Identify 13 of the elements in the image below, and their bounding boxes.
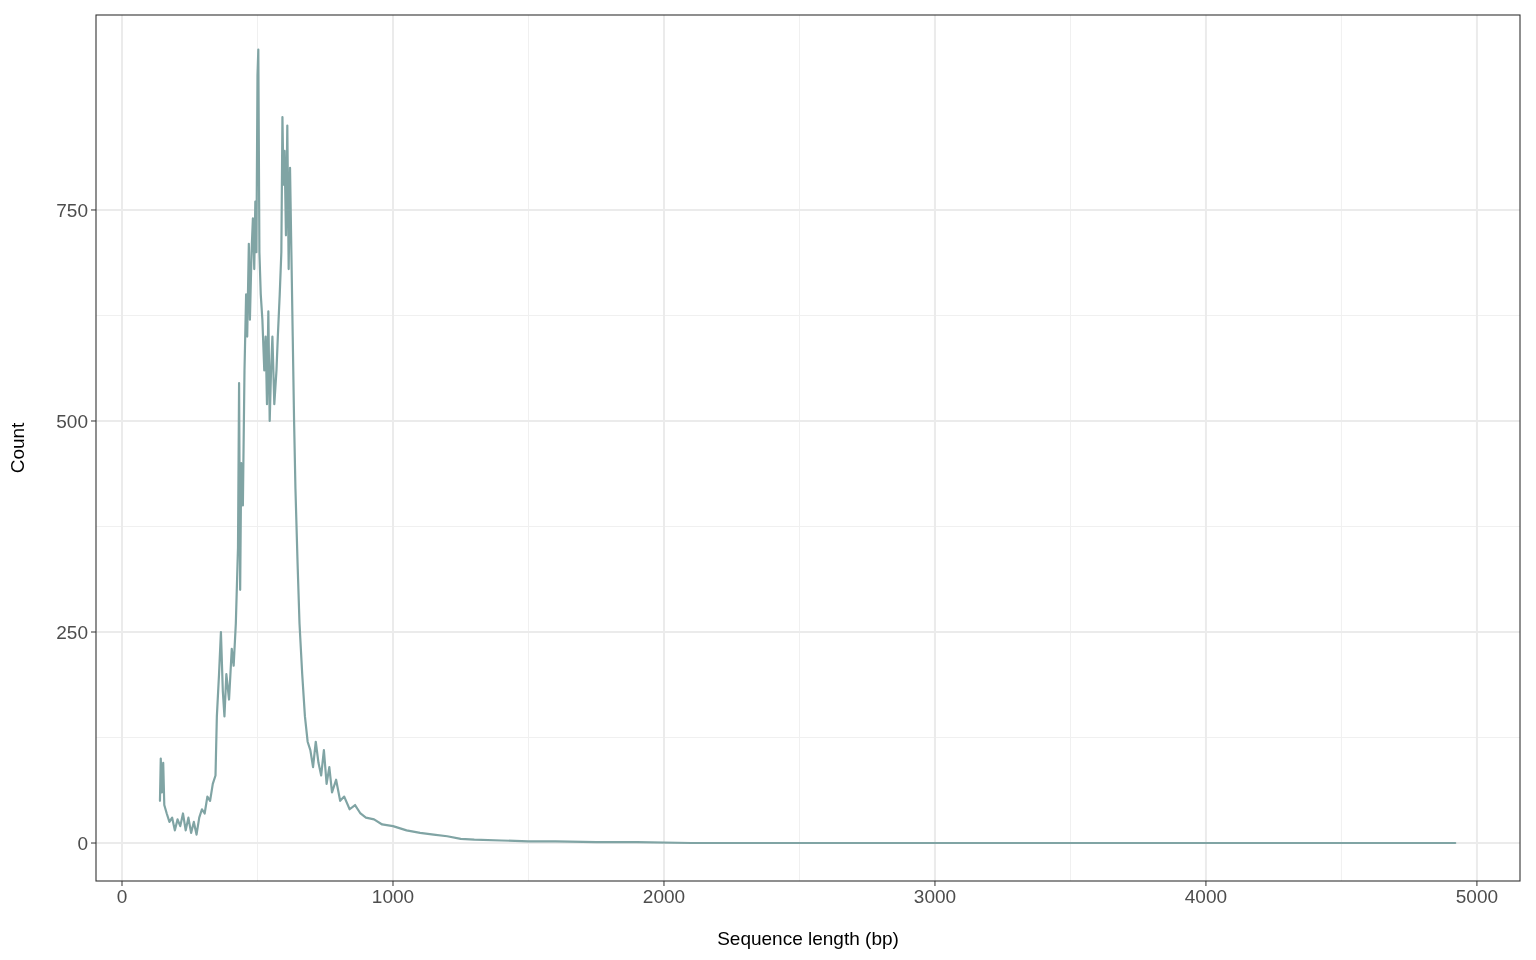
line-series xyxy=(158,48,1457,845)
x-tick-label: 5000 xyxy=(1455,886,1499,907)
x-tick-label: 1000 xyxy=(371,886,415,907)
y-axis-title: Count xyxy=(7,421,28,474)
y-tick-label: 750 xyxy=(56,199,88,221)
y-tick-label: 0 xyxy=(77,832,88,854)
x-tick-label: 2000 xyxy=(642,886,686,907)
x-tick-label: 0 xyxy=(116,886,128,907)
x-tick-label: 4000 xyxy=(1184,886,1228,907)
x-axis-title: Sequence length (bp) xyxy=(717,928,899,949)
y-tick-label: 500 xyxy=(56,410,88,432)
x-tick-label: 3000 xyxy=(913,886,957,907)
y-tick-label: 250 xyxy=(56,621,88,643)
